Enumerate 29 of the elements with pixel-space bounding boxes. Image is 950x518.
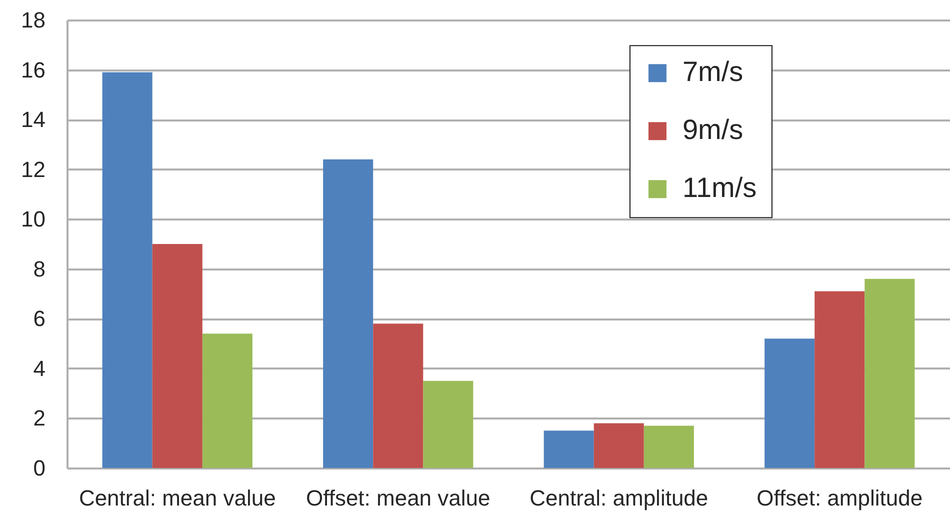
y-tick-label: 2 xyxy=(33,406,46,431)
bar xyxy=(152,244,202,468)
bar xyxy=(423,380,474,468)
x-tick-label: Offset: mean value xyxy=(306,486,490,510)
y-tick-label: 12 xyxy=(21,156,46,182)
y-tick-label: 4 xyxy=(33,356,46,381)
bar xyxy=(323,159,374,468)
x-tick-label: Central: mean value xyxy=(78,486,276,510)
bar xyxy=(102,72,152,468)
y-tick-label: 16 xyxy=(21,57,46,82)
x-tick-label: Central: amplitude xyxy=(530,486,708,510)
y-tick-label: 8 xyxy=(33,256,46,282)
bar xyxy=(644,426,694,468)
bar xyxy=(864,278,915,468)
bar xyxy=(764,338,815,468)
legend-label: 9m/s xyxy=(682,114,744,146)
bar xyxy=(202,334,252,468)
x-tick-label: Offset: amplitude xyxy=(756,486,923,510)
bar xyxy=(594,423,644,468)
legend-label: 11m/s xyxy=(682,172,757,204)
bar xyxy=(814,291,865,468)
bar xyxy=(544,430,594,468)
y-tick-label: 10 xyxy=(21,206,46,232)
y-tick-label: 14 xyxy=(21,107,46,132)
bar xyxy=(373,324,424,468)
y-tick-label: 6 xyxy=(33,306,46,332)
legend-label: 7m/s xyxy=(682,56,744,88)
y-tick-label: 0 xyxy=(33,456,46,480)
y-tick-label: 18 xyxy=(21,8,46,32)
